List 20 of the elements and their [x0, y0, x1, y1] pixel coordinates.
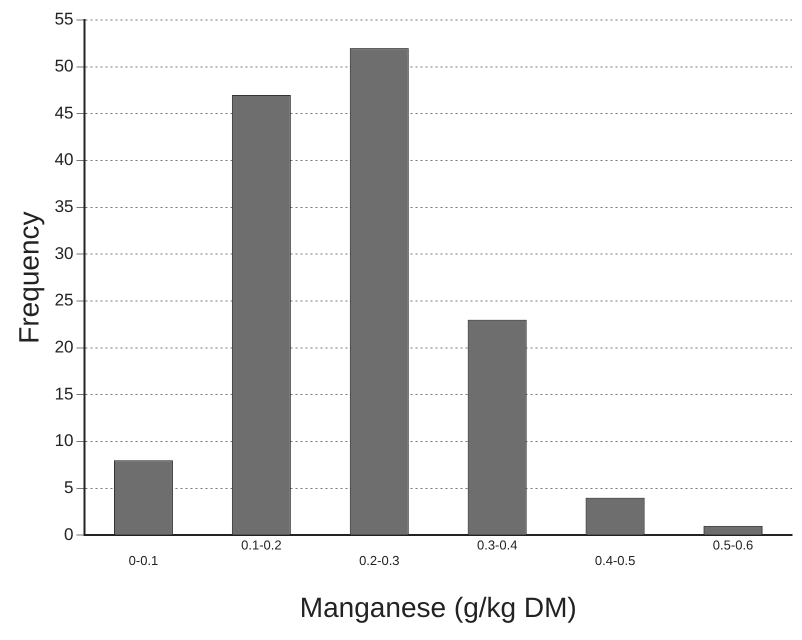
- y-tick-label: 10: [54, 431, 74, 450]
- x-axis-title: Manganese (g/kg DM): [300, 592, 577, 623]
- y-tick-label: 40: [54, 150, 74, 170]
- x-tick-label: 0.5-0.6: [712, 538, 754, 553]
- y-tick-label: 35: [54, 197, 74, 216]
- y-tick-label: 0: [64, 524, 74, 544]
- y-tick-label: 50: [54, 56, 74, 76]
- y-tick-label: 45: [54, 103, 74, 122]
- x-tick-label: 0.3-0.4: [476, 538, 518, 553]
- y-tick-label: 55: [54, 10, 74, 29]
- y-tick-label: 20: [54, 338, 74, 357]
- y-tick-label: 25: [54, 290, 74, 310]
- y-tick-label: 5: [64, 478, 74, 498]
- x-tick-label: 0-0.1: [128, 553, 158, 568]
- x-tick-label: 0.2-0.3: [359, 553, 400, 568]
- y-tick-label: 15: [54, 384, 74, 404]
- x-tick-label: 0.1-0.2: [241, 538, 282, 553]
- y-axis-title: Frequency: [14, 211, 45, 344]
- y-tick-label: 30: [54, 244, 74, 263]
- x-tick-label: 0.4-0.5: [594, 553, 636, 568]
